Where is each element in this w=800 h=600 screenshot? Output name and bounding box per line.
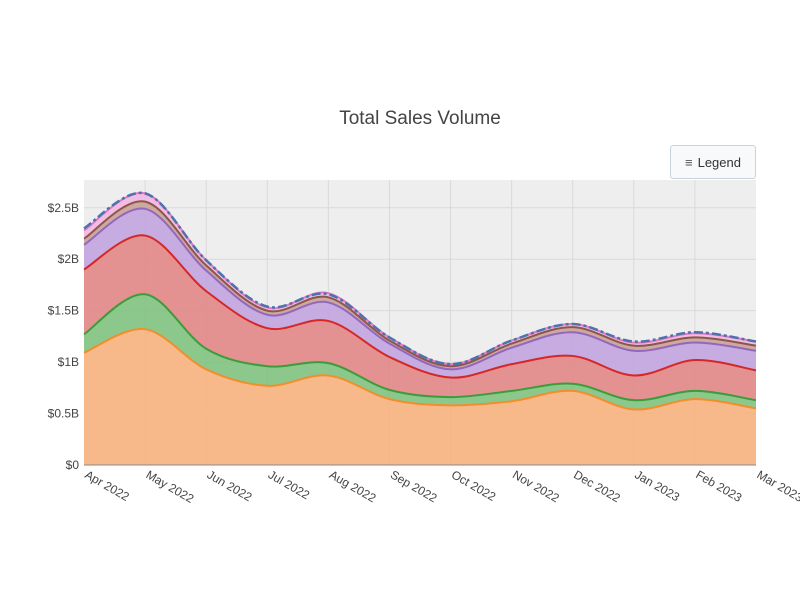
menu-icon: ≡ — [685, 154, 693, 170]
x-tick-label: Jul 2022 — [266, 467, 313, 502]
legend-button[interactable]: ≡ Legend — [670, 145, 756, 179]
series-area-2 — [84, 294, 756, 410]
y-tick-label: $2.5B — [48, 201, 79, 215]
series-line-3 — [83, 234, 757, 379]
series-line-1 — [83, 328, 757, 411]
x-axis-ticks: Apr 2022 May 2022 Jun 2022 Jul 2022 Aug 2022… — [83, 467, 800, 506]
x-tick-label: May 2022 — [144, 467, 197, 506]
y-tick-label: $1.5B — [48, 304, 79, 318]
x-tick-label: Feb 2023 — [693, 467, 744, 505]
series-area-1 — [84, 328, 756, 465]
chart-title: Total Sales Volume — [339, 108, 501, 129]
series-line-4 — [83, 207, 757, 371]
x-tick-label: Oct 2022 — [449, 467, 498, 504]
x-tick-label: Dec 2022 — [571, 467, 623, 505]
x-tick-label: Aug 2022 — [327, 467, 379, 505]
y-axis-ticks: $0 $0.5B $1B $1.5B $2B $2.5B — [48, 201, 80, 472]
series-line-5 — [83, 200, 757, 368]
y-tick-label: $2B — [58, 252, 79, 266]
series-line-2 — [83, 293, 757, 402]
x-tick-label: Jan 2023 — [632, 467, 682, 504]
y-tick-label: $0 — [66, 458, 80, 472]
line-layer — [83, 191, 757, 411]
legend-button-label: Legend — [697, 154, 741, 170]
x-tick-label: Nov 2022 — [510, 467, 562, 505]
x-tick-label: Apr 2022 — [83, 467, 132, 504]
x-tick-label: Mar 2023 — [755, 467, 800, 505]
x-tick-label: Jun 2022 — [205, 467, 255, 504]
total-line — [83, 191, 757, 366]
x-tick-label: Sep 2022 — [388, 467, 440, 505]
y-tick-label: $0.5B — [48, 407, 79, 421]
series-area-3 — [84, 235, 756, 401]
y-tick-label: $1B — [58, 355, 79, 369]
